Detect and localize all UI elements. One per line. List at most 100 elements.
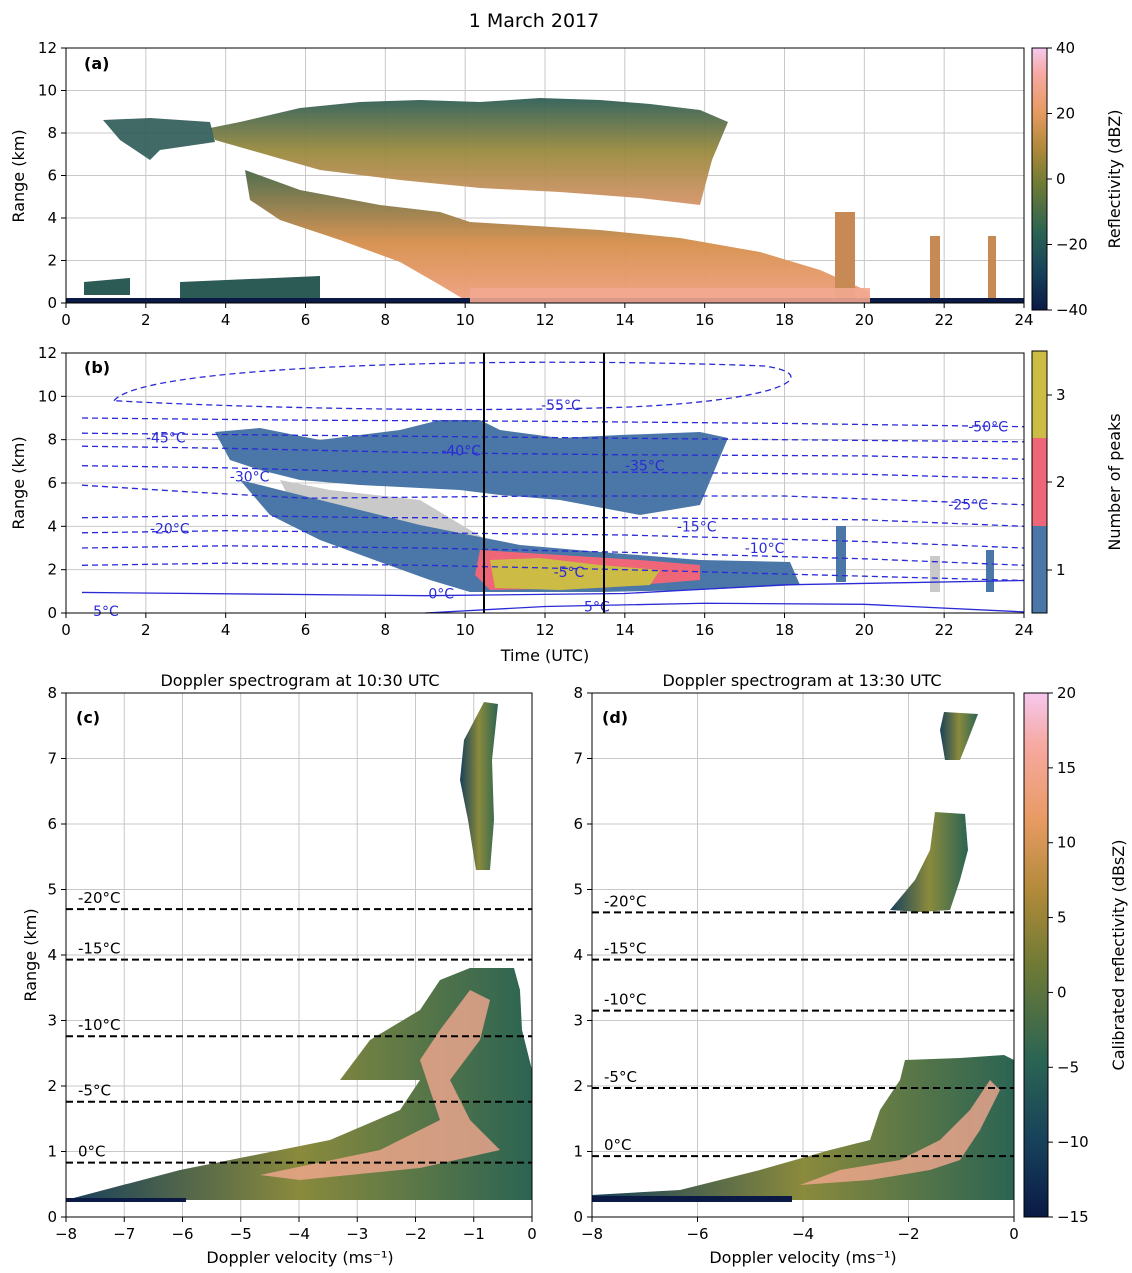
panel-a-lower-band	[245, 170, 870, 303]
panel-d-ytick-label: 4	[573, 946, 583, 964]
isotherm-contour	[81, 579, 1025, 597]
panel-d-title: Doppler spectrogram at 13:30 UTC	[662, 671, 941, 690]
panel-c-xtick-label: −3	[346, 1225, 368, 1243]
panel-c-xtick-label: 0	[527, 1225, 537, 1243]
isotherm-contour	[81, 465, 1025, 480]
isotherm-contour	[81, 417, 1025, 428]
isotherm-label: -10°C	[745, 541, 785, 557]
panel-d-spectrum	[592, 712, 1014, 1202]
panel-c-upper-echo	[460, 702, 498, 870]
panel-a-ytick-label: 4	[47, 209, 57, 227]
panel-a-ytick-label: 2	[47, 252, 57, 270]
isotherm-contour	[425, 602, 1025, 614]
panel-b-isotherms	[81, 361, 1025, 614]
panel-c-xtick-label: −1	[463, 1225, 485, 1243]
panel-c-spectrum	[66, 702, 532, 1202]
panel-d-colorbar-ticks: 20 15 10 5 0 −5 −10 −15	[1048, 684, 1089, 1226]
panel-b-colorbar	[1031, 350, 1048, 614]
isotherm-label: 5°C	[93, 604, 119, 620]
panel-d-xtick-label: −2	[897, 1225, 919, 1243]
panel-a-xtick-label: 8	[381, 311, 391, 329]
panel-d-ytick-label: 6	[573, 815, 583, 833]
isotherm-label: -20°C	[150, 522, 190, 538]
panel-c-core	[260, 990, 500, 1180]
panel-b-peaks-field	[215, 420, 994, 592]
panel-a-ytick-label: 10	[38, 82, 57, 100]
panel-b-column-23	[986, 550, 994, 592]
colorbar-tick-label: 40	[1056, 39, 1075, 57]
panel-a-colorbar-label: Reflectivity (dBZ)	[1105, 110, 1124, 249]
panel-a-xtick-label: 22	[935, 311, 954, 329]
panel-a-label: (a)	[84, 54, 109, 73]
panel-a-xtick-label: 24	[1014, 311, 1033, 329]
panel-a-xtick-label: 6	[301, 311, 311, 329]
colorbar-tick-label: 10	[1057, 834, 1076, 852]
panel-c-ylabel: Range (km)	[21, 908, 40, 1001]
panel-b-colorbar-1	[1032, 526, 1047, 613]
panel-b-colorbar-2	[1032, 438, 1047, 526]
isotherm-line-label: -10°C	[78, 1016, 120, 1034]
panel-a-xtick-label: 20	[855, 311, 874, 329]
panel-b-xtick-label: 24	[1014, 621, 1033, 639]
panel-c: Doppler spectrogram at 10:30 UTC -20°C -1…	[21, 671, 537, 1267]
panel-a-reflectivity-field	[66, 98, 1024, 303]
isotherm-contour	[81, 530, 1025, 549]
panel-c-axes: −8 −7 −6 −5 −4 −3 −2 −1 0 0 1 2 3 4 5 6 7 8	[47, 684, 536, 1243]
isotherm-label: -40°C	[441, 444, 481, 460]
panel-a-ytick-label: 12	[38, 39, 57, 57]
panel-a-xtick-label: 10	[456, 311, 475, 329]
colorbar-tick-label: −40	[1056, 301, 1088, 319]
panel-a-xtick-label: 18	[775, 311, 794, 329]
isotherm-label: -50°C	[968, 420, 1008, 436]
panel-a-column-23	[988, 236, 996, 303]
panel-b-three-peak-region	[490, 558, 660, 590]
panel-c-xlabel: Doppler velocity (ms⁻¹)	[206, 1248, 393, 1267]
panel-b-xlabel: Time (UTC)	[500, 646, 589, 665]
colorbar-tick-label: 20	[1057, 684, 1076, 702]
panel-d-xtick-label: 0	[1009, 1225, 1019, 1243]
panel-a-left-streaks	[103, 118, 215, 160]
panel-d-mid-echo	[890, 812, 968, 912]
panel-d-ytick-label: 8	[573, 684, 583, 702]
panel-a-column-19	[835, 212, 855, 303]
panel-b-colorbar-label: Number of peaks	[1105, 413, 1124, 550]
panel-c-ytick-label: 8	[47, 684, 57, 702]
panel-c-ground-line	[66, 1198, 186, 1202]
panel-b-xtick-label: 12	[535, 621, 554, 639]
isotherm-label: -15°C	[677, 519, 717, 535]
panel-b-upper-region	[215, 420, 728, 515]
panel-b-column-19	[836, 526, 846, 582]
isotherm-label: 0°C	[428, 587, 454, 603]
panel-d-colorbar-label: Calibrated reflectivity (dBsZ)	[1109, 840, 1128, 1071]
panel-d-ytick-label: 5	[573, 881, 583, 899]
colorbar-tick-label: 3	[1056, 386, 1066, 404]
panel-a-colorbar	[1031, 47, 1048, 311]
isotherm-contour	[81, 484, 1025, 506]
panel-d-isotherms: -20°C -15°C -10°C -5°C 0°C	[592, 892, 1014, 1158]
isotherm-line-label: -5°C	[78, 1082, 111, 1100]
panel-d-ytick-label: 0	[573, 1208, 583, 1226]
panel-d-ground-line	[592, 1196, 792, 1202]
panel-a-xtick-label: 14	[615, 311, 634, 329]
colorbar-tick-label: 2	[1056, 473, 1066, 491]
panel-c-label: (c)	[76, 708, 100, 727]
colorbar-tick-label: −20	[1056, 236, 1088, 254]
panel-b-column-21	[930, 556, 940, 592]
panel-b-ytick-label: 12	[38, 344, 57, 362]
figure-title: 1 March 2017	[469, 10, 599, 32]
isotherm-line-label: -15°C	[604, 940, 646, 958]
isotherm-label: -5°C	[554, 565, 585, 581]
isotherm-label: -25°C	[948, 498, 988, 514]
isotherm-line-label: -20°C	[78, 889, 120, 907]
panel-c-xtick-label: −8	[55, 1225, 77, 1243]
panel-a-ylabel: Range (km)	[9, 129, 28, 222]
panel-b-xtick-label: 18	[775, 621, 794, 639]
panel-b-isotherm-labels: -55°C -50°C -45°C -40°C -35°C -30°C -25°C -20°C…	[93, 398, 1008, 620]
panel-d: Doppler spectrogram at 13:30 UTC -20°C -1…	[573, 671, 1128, 1267]
panel-b-colorbar-3	[1032, 351, 1047, 438]
panel-b-xtick-label: 16	[695, 621, 714, 639]
panel-a-ytick-label: 6	[47, 167, 57, 185]
panel-b-ytick-label: 2	[47, 561, 57, 579]
